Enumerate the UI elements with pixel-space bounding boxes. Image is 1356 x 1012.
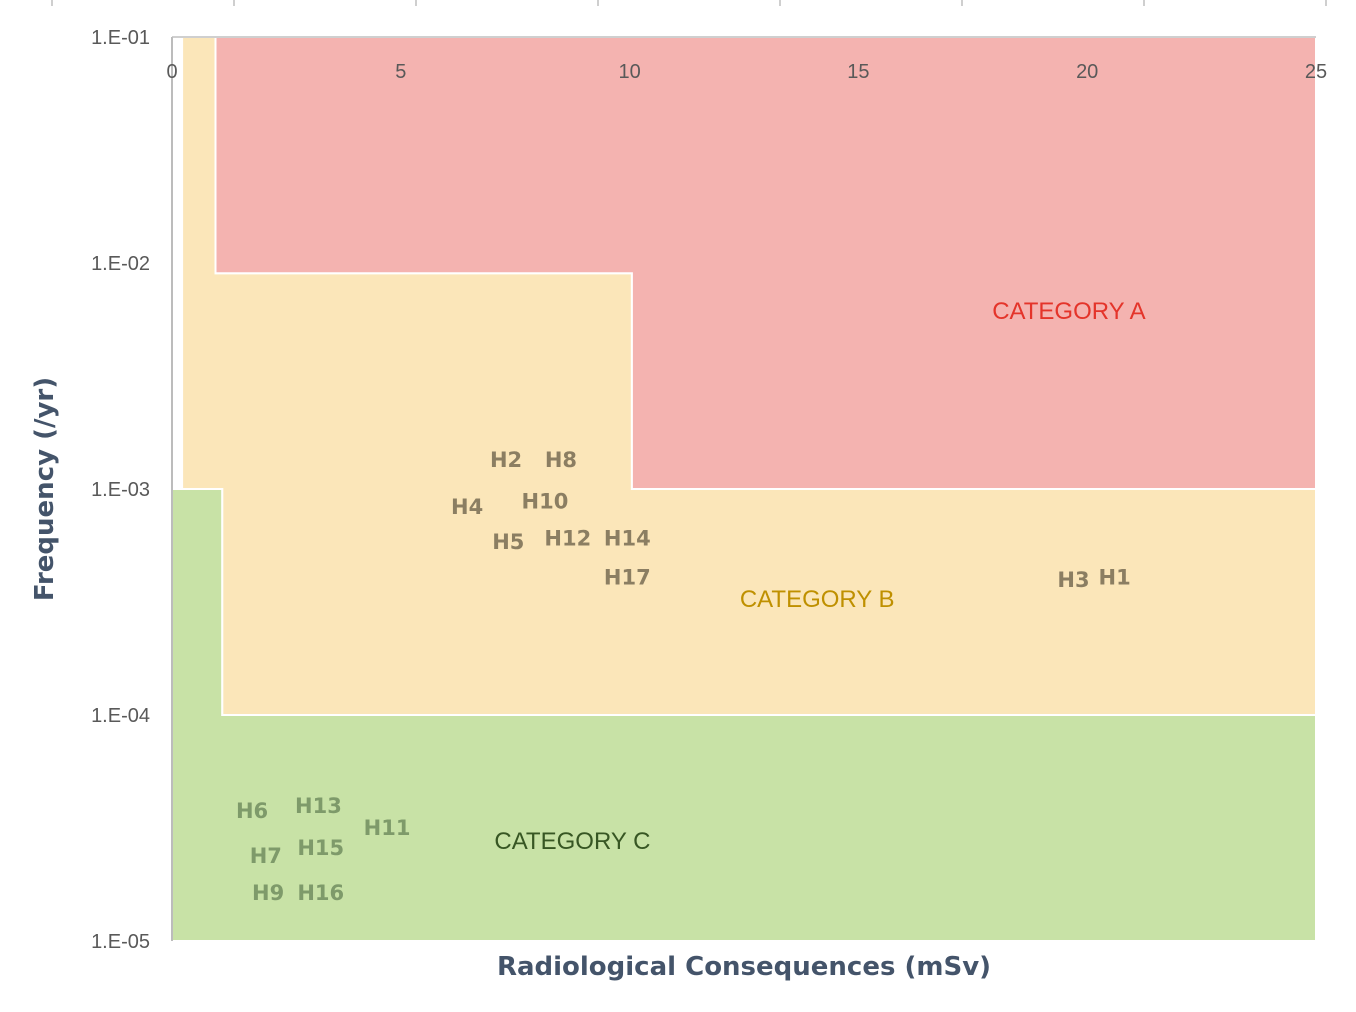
- point-label-h10: H10: [522, 489, 569, 513]
- hazard-point-labels: H1 H2 H3 H4 H5 H6 H7 H8 H9 H10 H11 H12 H13 H14 H15 H16 H…: [236, 448, 1131, 905]
- y-tick-label: 1.E-03: [91, 479, 150, 501]
- x-tick-label: 0: [166, 61, 177, 83]
- x-tick-label: 20: [1076, 61, 1098, 83]
- category-regions: [171, 36, 1317, 942]
- x-axis-title: Radiological Consequences (mSv): [497, 952, 991, 982]
- point-label-h5: H5: [492, 530, 524, 554]
- point-label-h11: H11: [364, 816, 411, 840]
- point-label-h7: H7: [250, 844, 282, 868]
- category-label-category-b: CATEGORY B: [740, 586, 895, 613]
- point-label-h17: H17: [604, 566, 651, 590]
- point-label-h16: H16: [297, 881, 344, 905]
- category-labels: CATEGORY C CATEGORY B CATEGORY A: [494, 298, 1145, 855]
- x-tick-label: 25: [1305, 61, 1327, 83]
- point-label-h3: H3: [1057, 568, 1089, 592]
- point-label-h6: H6: [236, 799, 268, 823]
- point-label-h12: H12: [544, 527, 591, 551]
- top-edge-tick-marks: [51, 0, 1327, 6]
- y-tick-label: 1.E-02: [91, 253, 150, 275]
- category-label-category-a: CATEGORY A: [992, 298, 1145, 325]
- y-tick-label: 1.E-05: [91, 931, 150, 953]
- y-tick-labels: 1.E-01 1.E-02 1.E-03 1.E-04 1.E-05: [91, 27, 150, 953]
- point-label-h4: H4: [451, 495, 483, 519]
- x-tick-labels: 0 5 10 15 20 25: [166, 61, 1327, 83]
- point-label-h1: H1: [1099, 566, 1131, 590]
- point-label-h15: H15: [297, 836, 344, 860]
- y-tick-label: 1.E-01: [91, 27, 150, 49]
- category-label-category-c: CATEGORY C: [494, 828, 650, 855]
- x-tick-label: 15: [847, 61, 869, 83]
- point-label-h9: H9: [252, 881, 284, 905]
- point-label-h13: H13: [295, 794, 342, 818]
- x-tick-label: 10: [618, 61, 640, 83]
- point-label-h14: H14: [604, 527, 651, 551]
- y-tick-label: 1.E-04: [91, 705, 150, 727]
- x-tick-label: 5: [395, 61, 406, 83]
- point-label-h2: H2: [490, 448, 522, 472]
- axes: [171, 36, 1316, 941]
- point-label-h8: H8: [545, 448, 577, 472]
- y-axis-title: Frequency (/yr): [30, 377, 60, 601]
